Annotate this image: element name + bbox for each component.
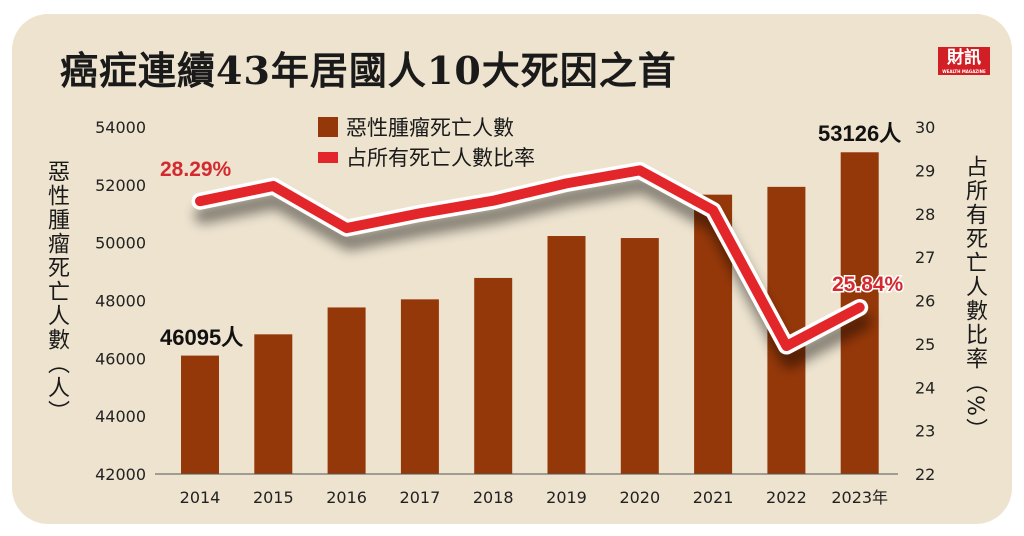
x-tick-label: 2018 (473, 488, 514, 507)
wealth-magazine-logo: 財訊 WEALTH MAGAZINE (938, 47, 990, 75)
legend-bar-label: 惡性腫瘤死亡人數 (346, 116, 514, 140)
left-tick-label: 44000 (95, 407, 146, 426)
x-tick-label: 2023年 (831, 488, 888, 507)
x-tick-label: 2022 (766, 488, 807, 507)
right-tick-label: 25 (915, 335, 935, 354)
left-tick-label: 52000 (95, 176, 146, 195)
right-tick-label: 28 (915, 205, 935, 224)
bar-2017 (400, 299, 439, 474)
right-tick-label: 23 (915, 422, 935, 441)
left-tick-label: 42000 (95, 465, 146, 484)
right-tick-label: 22 (915, 465, 935, 484)
annotation-label: 46095人 (160, 325, 243, 350)
annotation-label: 28.29% (160, 158, 232, 181)
bar-2018 (474, 277, 513, 474)
left-tick-label: 46000 (95, 349, 146, 368)
left-tick-label: 48000 (95, 292, 146, 311)
right-axis-label: 占所有死亡人數比率（%） (962, 155, 987, 442)
x-tick-label: 2016 (326, 488, 367, 507)
bar-2019 (547, 236, 586, 474)
right-tick-label: 26 (915, 292, 935, 311)
x-tick-label: 2014 (180, 488, 221, 507)
x-tick-label: 2021 (693, 488, 734, 507)
right-tick-label: 30 (915, 118, 935, 137)
left-tick-label: 54000 (95, 118, 146, 137)
x-tick-label: 2017 (400, 488, 441, 507)
chart-title: 癌症連續43年居國人10大死因之首 (60, 48, 677, 93)
legend-bar-swatch (318, 117, 338, 137)
bar-2014 (181, 355, 219, 474)
bar-2015 (254, 334, 293, 474)
left-tick-label: 50000 (95, 234, 146, 253)
ratio-line (195, 165, 865, 352)
right-tick-label: 27 (915, 248, 935, 267)
left-axis-label: 惡性腫瘤死亡人數（人） (44, 160, 69, 424)
legend-line-label: 占所有死亡人數比率 (346, 146, 535, 170)
right-tick-label: 24 (915, 378, 935, 397)
bar-2016 (327, 307, 366, 474)
bar-2020 (620, 238, 659, 474)
x-tick-label: 2020 (619, 488, 660, 507)
right-tick-label: 29 (915, 161, 935, 180)
annotation-label: 25.84% (832, 273, 904, 296)
legend-line-swatch (318, 152, 338, 163)
x-tick-label: 2019 (546, 488, 587, 507)
x-tick-label: 2015 (253, 488, 294, 507)
annotation-label: 53126人 (818, 121, 901, 146)
